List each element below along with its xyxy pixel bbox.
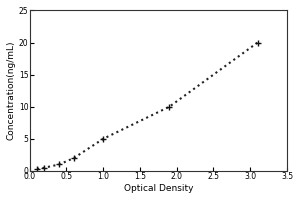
Y-axis label: Concentration(ng/mL): Concentration(ng/mL) (7, 41, 16, 140)
X-axis label: Optical Density: Optical Density (124, 184, 193, 193)
